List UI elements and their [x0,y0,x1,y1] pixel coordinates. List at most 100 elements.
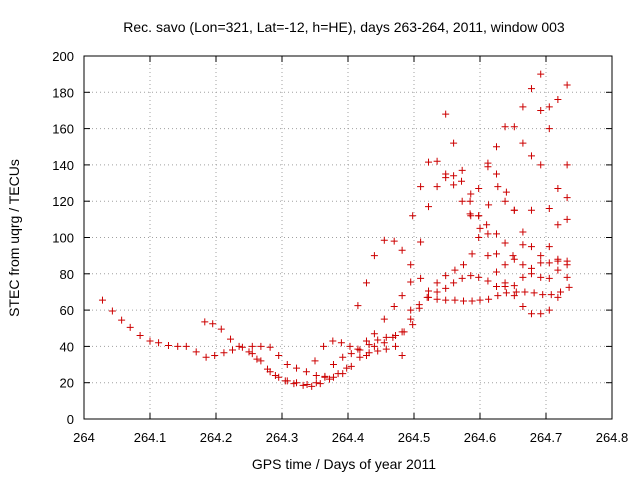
data-point [537,106,545,114]
data-point [450,279,458,287]
data-point [370,330,378,338]
data-point [329,361,337,369]
data-point [302,368,310,376]
data-point [494,292,502,300]
data-point [484,252,492,260]
data-point [545,243,553,251]
data-point [484,230,492,238]
data-point [347,350,355,358]
data-point [493,250,500,258]
data-point [451,296,459,304]
data-point [126,323,134,331]
data-point [390,302,398,310]
y-tick-label: 200 [52,49,74,64]
data-point [98,296,106,304]
y-tick-label: 180 [52,85,74,100]
data-point [433,279,441,287]
data-point [467,272,475,280]
data-point [537,310,545,318]
data-point [217,325,225,333]
data-point [283,361,291,369]
data-point [527,243,535,251]
data-point [253,355,261,363]
data-point [442,110,450,118]
axis-ticks: 264 264.1 264.2 264.3 264.4 264.5 264.6 264.7 26… [52,49,628,445]
data-point [545,204,553,212]
data-point [220,349,228,357]
data-point [417,183,425,191]
data-point [519,261,527,269]
data-point [563,194,571,202]
data-point [339,370,347,378]
data-point [547,291,555,299]
data-point [380,236,388,244]
data-point [450,172,458,180]
data-point [174,342,182,350]
data-point [417,274,425,282]
data-point [537,161,545,169]
data-point [458,197,466,205]
data-point [407,261,415,269]
data-point [248,350,256,358]
data-point [493,143,500,151]
data-point [390,237,398,245]
data-point [442,296,450,304]
data-point [316,380,324,388]
data-point [527,152,535,160]
data-point [450,181,458,189]
data-point [442,284,450,292]
data-point [370,252,378,260]
data-point [484,159,492,167]
data-point [321,373,329,381]
data-point [238,343,246,351]
data-point [346,342,354,350]
data-points [98,70,573,390]
data-point [458,177,466,185]
data-point [320,342,328,350]
data-point [108,307,116,315]
data-point [209,320,217,328]
data-point [382,345,390,353]
y-tick-label: 60 [60,303,74,318]
data-point [527,206,535,214]
data-point [460,297,467,305]
data-point [182,342,190,350]
x-tick-label: 264.8 [596,430,629,445]
data-point [502,188,510,196]
data-point [362,337,370,345]
data-point [266,343,274,351]
data-point [275,373,283,381]
data-point [155,339,163,347]
data-point [380,339,388,347]
data-point [475,212,483,220]
data-point [483,221,491,229]
data-point [476,296,484,304]
data-point [460,261,467,269]
data-point [293,379,301,387]
data-point [545,103,553,111]
data-point [563,257,571,265]
data-point [329,337,337,345]
data-point [451,266,459,274]
data-point [468,297,476,305]
data-point [339,353,347,361]
data-point [527,310,535,318]
data-point [510,255,518,263]
data-point [519,103,527,111]
y-axis-label: STEC from uqrg / TECUs [6,159,22,317]
data-point [398,292,406,300]
data-point [485,295,493,303]
data-point [202,353,210,361]
data-point [466,210,474,218]
data-point [545,306,553,314]
data-point [433,295,441,303]
chart-title: Rec. savo (Lon=321, Lat=-12, h=HE), days… [123,19,565,35]
data-point [433,183,441,191]
data-point [521,288,529,296]
data-point [164,341,172,349]
data-point [425,158,433,166]
data-point [510,206,518,214]
data-point [458,274,466,282]
data-point [545,274,553,282]
data-point [415,301,423,309]
